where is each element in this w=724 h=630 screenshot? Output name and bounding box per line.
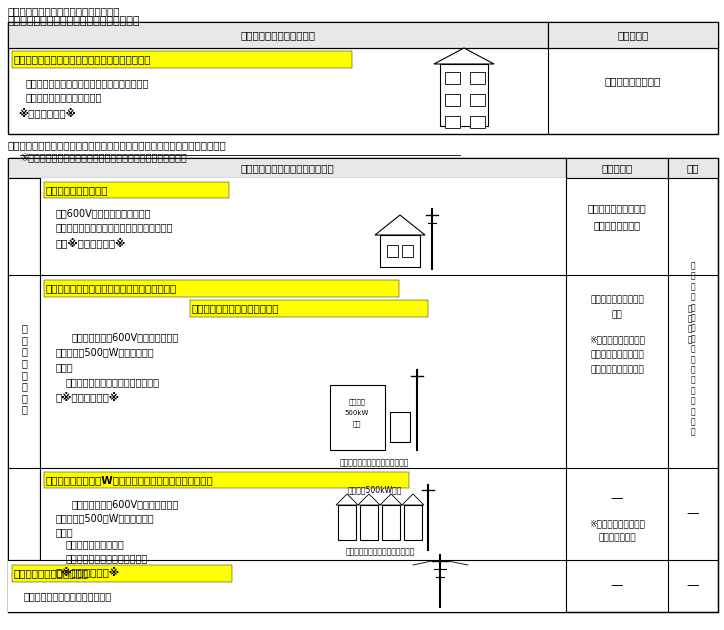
- Text: 自
家
用
電
気
工
作
物: 自 家 用 電 気 工 作 物: [21, 323, 27, 415]
- Text: 【電気事業用電気工作物】: 【電気事業用電気工作物】: [14, 568, 89, 578]
- Text: —: —: [687, 580, 699, 592]
- Bar: [387, 245, 398, 257]
- Text: 最大電力が500ｋW以上のもの。: 最大電力が500ｋW以上のもの。: [56, 513, 155, 523]
- Text: （
届
出
）: （ 届 出 ）: [688, 304, 692, 344]
- Text: ※記載例４参照※: ※記載例４参照※: [56, 566, 120, 578]
- Text: （例）: （例）: [56, 527, 74, 537]
- Text: ※記載例３参照※: ※記載例３参照※: [56, 392, 120, 403]
- Bar: [390, 412, 410, 442]
- Text: ※電気主任技術者監督: ※電気主任技術者監督: [589, 520, 645, 529]
- Text: 施
登
工
録
し
た
電
気
工
事
業
者
に
勤
務
し
，: 施 登 工 録 し た 電 気 工 事 業 者 に 勤 務 し ，: [691, 261, 695, 437]
- Text: 最大電力: 最大電力: [348, 399, 366, 405]
- Text: 電気事業者から600V超えて受電し，: 電気事業者から600V超えて受電し，: [72, 332, 180, 342]
- Bar: [44, 182, 229, 198]
- Bar: [44, 472, 409, 488]
- Bar: [330, 385, 385, 450]
- Text: 【一般用電気工作物】: 【一般用電気工作物】: [46, 185, 109, 195]
- Text: ２．実務経験となる（証明）書類の業務: ２．実務経験となる（証明）書類の業務: [8, 6, 120, 16]
- Bar: [8, 158, 718, 612]
- Bar: [470, 72, 485, 84]
- Text: 大型ショッピングセンターなど: 大型ショッピングセンターなど: [66, 553, 148, 563]
- Text: ※低圧部分であっても: ※低圧部分であっても: [589, 336, 645, 345]
- Bar: [12, 51, 352, 68]
- Polygon shape: [434, 48, 494, 64]
- Text: 高圧で受電しキュービクルで変圧: 高圧で受電しキュービクルで変圧: [340, 458, 408, 467]
- Text: ※実務経験として認められるのは必要な資格取得後の工事経歴: ※実務経験として認められるのは必要な資格取得後の工事経歴: [20, 152, 187, 162]
- Text: 最大電力500kW以上: 最大電力500kW以上: [348, 486, 403, 495]
- Bar: [44, 280, 399, 297]
- Text: （例）: （例）: [56, 362, 74, 372]
- Text: 500kW: 500kW: [345, 410, 369, 416]
- Text: ビル，工場等，事業用電気工作物の保安監督，: ビル，工場等，事業用電気工作物の保安監督，: [26, 78, 149, 88]
- Bar: [445, 116, 460, 128]
- Text: 第二種電気工事士免状: 第二種電気工事士免状: [590, 350, 644, 360]
- Text: では工事できません。: では工事できません。: [590, 365, 644, 374]
- Bar: [566, 158, 668, 178]
- Bar: [40, 468, 566, 560]
- Text: 定証: 定証: [612, 311, 623, 319]
- Polygon shape: [375, 215, 425, 235]
- Text: 必要な資格: 必要な資格: [618, 30, 649, 40]
- Text: 必要な資格: 必要な資格: [602, 163, 633, 173]
- Bar: [402, 245, 413, 257]
- Bar: [40, 178, 566, 275]
- Bar: [404, 505, 422, 540]
- Bar: [8, 22, 718, 134]
- Bar: [8, 560, 566, 612]
- Bar: [338, 505, 356, 540]
- Text: 製鉄所，コンビナート: 製鉄所，コンビナート: [66, 539, 125, 549]
- Text: 高圧で受電しキュービクルで変圧: 高圧で受電しキュービクルで変圧: [345, 547, 415, 556]
- Text: 【電気主任技術者免状取得者（保安業務）】: 【電気主任技術者免状取得者（保安業務）】: [8, 16, 140, 26]
- Text: 第二種電気工事士免状: 第二種電気工事士免状: [588, 203, 647, 213]
- Bar: [382, 505, 400, 540]
- Text: —: —: [611, 580, 623, 592]
- Bar: [380, 235, 420, 267]
- Text: 実務経験の対象となる業務: 実務経験の対象となる業務: [240, 30, 316, 40]
- Text: 電圧６００Ｖ以下の電気工事】: 電圧６００Ｖ以下の電気工事】: [192, 303, 279, 313]
- Text: 認定電気工事従事者認: 認定電気工事従事者認: [590, 295, 644, 304]
- Text: 小学校，小中規模ビル，公民館など: 小学校，小中規模ビル，公民館など: [66, 377, 160, 387]
- Bar: [190, 300, 428, 317]
- Bar: [548, 22, 718, 48]
- Bar: [360, 505, 378, 540]
- Text: のもとでの作業: のもとでの作業: [598, 534, 636, 542]
- Text: 【事業用電気工作物の維持・運用に関する業務】: 【事業用電気工作物の維持・運用に関する業務】: [14, 54, 151, 64]
- Bar: [8, 22, 548, 48]
- Text: 実務経験の対象となる電気工作物: 実務経験の対象となる電気工作物: [240, 163, 334, 173]
- Bar: [8, 178, 40, 560]
- Text: 条件: 条件: [687, 163, 699, 173]
- Bar: [445, 94, 460, 106]
- Text: 【最大電力５００ｋW以上の需要設備，発電所，変電所】: 【最大電力５００ｋW以上の需要設備，発電所，変電所】: [46, 475, 214, 485]
- Polygon shape: [336, 494, 358, 505]
- Bar: [12, 565, 232, 582]
- Bar: [440, 64, 488, 126]
- Text: ※記載例１参照※: ※記載例１参照※: [18, 108, 76, 118]
- Polygon shape: [380, 494, 402, 505]
- Polygon shape: [358, 494, 380, 505]
- Bar: [40, 275, 566, 468]
- Text: （例）一般住宅，小規模な店舗，事業所など: （例）一般住宅，小規模な店舗，事業所など: [56, 222, 174, 232]
- Text: 主に電力会社の発電所，変電所，: 主に電力会社の発電所，変電所，: [24, 591, 112, 601]
- Bar: [445, 72, 460, 84]
- Text: —: —: [611, 493, 623, 505]
- Polygon shape: [402, 494, 424, 505]
- Text: 定期的な巡視・点検・検査等: 定期的な巡視・点検・検査等: [26, 92, 102, 102]
- Text: 電気主任技術者免状: 電気主任技術者免状: [605, 76, 661, 86]
- Bar: [668, 158, 718, 178]
- Text: 最大電力が500ｋW未満のもの。: 最大電力が500ｋW未満のもの。: [56, 347, 155, 357]
- Text: 【最大電力５００ｋＷ未満の需要設備における: 【最大電力５００ｋＷ未満の需要設備における: [46, 283, 177, 293]
- Text: 【電気主任技術者免状取得者（作業経験）・高圧電気工事技術者試験合格者】: 【電気主任技術者免状取得者（作業経験）・高圧電気工事技術者試験合格者】: [8, 140, 227, 150]
- Text: ※記載例２参照※: ※記載例２参照※: [56, 238, 126, 248]
- Text: 電圧600V以下で受電するもの。: 電圧600V以下で受電するもの。: [56, 208, 151, 218]
- Bar: [470, 94, 485, 106]
- Bar: [470, 116, 485, 128]
- Text: 未満: 未満: [353, 421, 361, 427]
- Text: 旧電気工事士免状: 旧電気工事士免状: [594, 220, 641, 230]
- Text: 電気事業者から600V超えて受電し，: 電気事業者から600V超えて受電し，: [72, 499, 180, 509]
- Bar: [8, 158, 566, 178]
- Text: —: —: [687, 508, 699, 520]
